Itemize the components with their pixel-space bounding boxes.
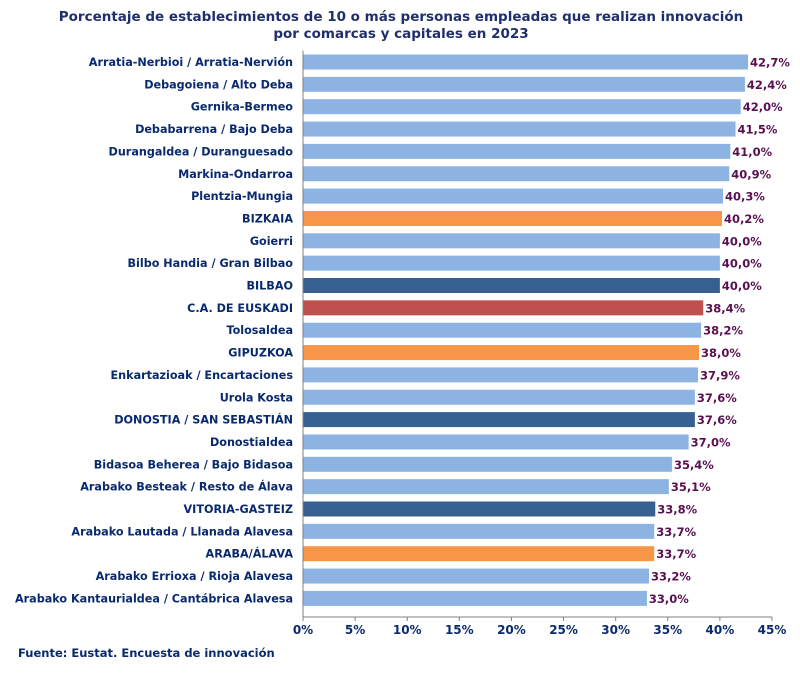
- category-label-0: Arratia-Nerbioi / Arratia-Nervión: [89, 56, 293, 69]
- category-label-19: Arabako Besteak / Resto de Álava: [80, 481, 293, 494]
- value-label-19: 35,1%: [671, 480, 711, 494]
- category-label-2: Gernika-Bermeo: [191, 101, 294, 114]
- value-label-21: 33,7%: [656, 525, 696, 539]
- category-label-21: Arabako Lautada / Llanada Alavesa: [71, 525, 293, 538]
- category-label-16: DONOSTIA / SAN SEBASTIÁN: [114, 414, 293, 427]
- bar-11: [303, 300, 704, 316]
- bar-6: [303, 188, 724, 204]
- bar-0: [303, 54, 749, 70]
- x-tick-label-1: 5%: [345, 623, 365, 637]
- value-label-4: 41,0%: [732, 145, 772, 159]
- bar-13: [303, 345, 700, 361]
- bar-1: [303, 76, 745, 92]
- bar-24: [303, 590, 647, 606]
- bar-22: [303, 546, 655, 562]
- value-label-11: 38,4%: [705, 301, 745, 315]
- category-label-15: Urola Kosta: [220, 391, 293, 404]
- bar-23: [303, 568, 650, 584]
- value-label-10: 40,0%: [722, 279, 762, 293]
- bar-12: [303, 322, 702, 338]
- x-tick-label-4: 20%: [497, 623, 526, 637]
- chart-title: Porcentaje de establecimientos de 10 o m…: [59, 9, 743, 25]
- value-label-20: 33,8%: [657, 503, 697, 517]
- x-tick-label-6: 30%: [601, 623, 630, 637]
- value-label-6: 40,3%: [725, 190, 765, 204]
- category-label-23: Arabako Errioxa / Rioja Alavesa: [96, 570, 293, 583]
- bar-18: [303, 456, 672, 472]
- bar-3: [303, 121, 736, 137]
- bar-15: [303, 389, 695, 405]
- bar-8: [303, 233, 720, 249]
- category-label-1: Debagoiena / Alto Deba: [144, 78, 293, 91]
- category-label-18: Bidasoa Beherea / Bajo Bidasoa: [94, 458, 293, 471]
- value-label-13: 38,0%: [701, 346, 741, 360]
- category-label-22: ARABA/ÁLAVA: [206, 548, 294, 561]
- bar-17: [303, 434, 689, 450]
- value-label-16: 37,6%: [697, 413, 737, 427]
- value-label-3: 41,5%: [738, 123, 778, 137]
- x-tick-label-9: 45%: [758, 623, 787, 637]
- bars-group: Arratia-Nerbioi / Arratia-Nervión 42,7% De…: [15, 54, 790, 606]
- bar-7: [303, 210, 722, 226]
- x-tick-label-0: 0%: [293, 623, 313, 637]
- bar-20: [303, 501, 656, 517]
- value-label-1: 42,4%: [747, 78, 787, 92]
- category-label-6: Plentzia-Mungia: [191, 190, 293, 203]
- category-label-14: Enkartazioak / Encartaciones: [111, 369, 294, 382]
- category-label-9: Bilbo Handia / Gran Bilbao: [128, 257, 294, 270]
- x-tick-label-3: 15%: [445, 623, 474, 637]
- category-label-3: Debabarrena / Bajo Deba: [135, 123, 293, 136]
- value-label-15: 37,6%: [697, 391, 737, 405]
- category-label-11: C.A. DE EUSKADI: [187, 302, 293, 315]
- bar-10: [303, 278, 720, 293]
- value-label-18: 35,4%: [674, 458, 714, 472]
- value-label-23: 33,2%: [651, 570, 691, 584]
- category-label-5: Markina-Ondarroa: [178, 168, 293, 181]
- value-label-17: 37,0%: [691, 435, 731, 449]
- category-label-8: Goierri: [250, 235, 293, 248]
- category-label-24: Arabako Kantaurialdea / Cantábrica Alave…: [15, 592, 293, 605]
- x-axis: 0% 5% 10% 15% 20% 25% 30% 35% 40% 45%: [293, 50, 787, 637]
- bar-19: [303, 479, 669, 495]
- source-note: Fuente: Eustat. Encuesta de innovación: [18, 646, 275, 660]
- value-label-8: 40,0%: [722, 234, 762, 248]
- bar-2: [303, 99, 741, 115]
- value-label-24: 33,0%: [649, 592, 689, 606]
- category-label-20: VITORIA-GASTEIZ: [184, 503, 294, 516]
- bar-9: [303, 255, 720, 271]
- x-tick-label-2: 10%: [393, 623, 422, 637]
- category-label-13: GIPUZKOA: [228, 347, 293, 360]
- x-tick-label-8: 40%: [706, 623, 735, 637]
- category-label-12: Tolosaldea: [226, 324, 293, 337]
- category-label-17: Donostialdea: [210, 436, 293, 449]
- category-label-10: BILBAO: [246, 280, 293, 293]
- bar-16: [303, 412, 695, 428]
- chart-subtitle: por comarcas y capitales en 2023: [273, 26, 528, 42]
- bar-14: [303, 367, 699, 383]
- value-label-0: 42,7%: [750, 56, 790, 70]
- value-label-5: 40,9%: [731, 167, 771, 181]
- bar-5: [303, 166, 730, 182]
- category-label-4: Durangaldea / Duranguesado: [109, 145, 294, 158]
- bar-4: [303, 143, 731, 159]
- value-label-22: 33,7%: [656, 547, 696, 561]
- value-label-14: 37,9%: [700, 368, 740, 382]
- x-tick-label-7: 35%: [653, 623, 682, 637]
- value-label-12: 38,2%: [703, 324, 743, 338]
- bar-21: [303, 523, 655, 539]
- category-label-7: BIZKAIA: [242, 212, 293, 225]
- x-tick-label-5: 25%: [549, 623, 578, 637]
- value-label-9: 40,0%: [722, 257, 762, 271]
- value-label-2: 42,0%: [743, 100, 783, 114]
- value-label-7: 40,2%: [724, 212, 764, 226]
